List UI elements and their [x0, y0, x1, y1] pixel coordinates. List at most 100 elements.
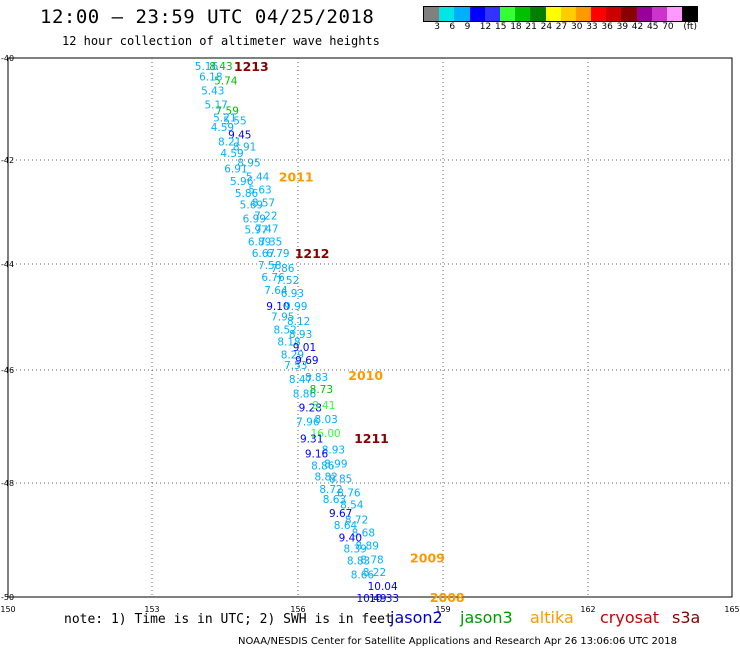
track-label: 2008: [430, 590, 465, 605]
scale-label: 12: [479, 22, 492, 32]
scale-label: 27: [555, 22, 568, 32]
scale-label: 21: [525, 22, 537, 32]
wave-height-value: 8.47: [289, 374, 312, 386]
scale-label: 18: [510, 22, 522, 32]
wave-height-value: 8.54: [340, 499, 364, 511]
wave-height-value: 7.86: [271, 263, 295, 275]
wave-height-value: 6.93: [281, 288, 304, 300]
wave-height-value: 5.55: [223, 116, 246, 128]
x-tick-label: 159: [435, 605, 450, 614]
wave-height-value: 9.31: [300, 434, 323, 446]
wave-height-value: 16.00: [311, 428, 341, 440]
wave-height-value: 6.76: [261, 272, 285, 284]
wave-height-value: 5.97: [245, 224, 268, 236]
legend-label: s3a: [672, 608, 701, 627]
wave-height-value: 7.22: [254, 210, 277, 222]
scale-swatch: [499, 7, 516, 21]
track-label: 1212: [295, 246, 330, 261]
wave-height-value: 9.99: [284, 301, 307, 313]
wave-height-value: 8.12: [287, 316, 310, 328]
units-note: note: 1) Time is in UTC; 2) SWH is in fe…: [64, 612, 393, 627]
wave-height-value: 8.66: [351, 569, 375, 581]
scale-swatch: [667, 7, 683, 21]
track-label: 1211: [354, 431, 389, 446]
wave-height-value: 8.22: [363, 567, 386, 579]
wave-height-value: 4.59: [211, 122, 234, 134]
wave-height-value: 8.86: [311, 460, 335, 472]
y-tick-label: -48: [1, 479, 14, 488]
wave-height-value: 5.69: [240, 200, 263, 212]
wave-height-value: 7.58: [258, 260, 281, 272]
wave-height-value: 8.63: [323, 494, 346, 506]
wave-height-value: 8.86: [293, 388, 317, 400]
chart-title: 12:00 — 23:59 UTC 04/25/2018: [40, 6, 375, 28]
wave-height-value: 8.18: [277, 337, 300, 349]
scale-label: 45: [647, 22, 659, 32]
scale-label: 15: [495, 22, 507, 32]
scale-swatch: [636, 7, 652, 21]
x-tick-label: 165: [724, 605, 739, 614]
scale-unit: (ft): [683, 22, 697, 32]
wave-height-value: 7.47: [255, 223, 278, 235]
scale-swatch: [454, 7, 470, 21]
wave-height-value: 5.16: [195, 61, 219, 73]
wave-height-value: 6.18: [199, 71, 222, 83]
legend-label: jason2: [390, 608, 443, 627]
wave-height-value: 5.86: [235, 188, 259, 200]
track-label: 2009: [410, 551, 445, 566]
scale-swatch: [621, 7, 637, 21]
x-tick-label: 156: [290, 605, 305, 614]
scale-swatch: [515, 7, 531, 21]
scale-label: 70: [662, 22, 674, 32]
legend-cryosat: cryosat: [600, 608, 659, 627]
scale-swatch: [682, 7, 698, 21]
wave-height-value: 8.41: [312, 400, 335, 412]
wave-height-value: 7.52: [276, 275, 299, 287]
x-tick-label: 162: [580, 605, 595, 614]
wave-height-value: 8.93: [289, 329, 312, 341]
wave-height-value: 5.74: [214, 76, 238, 88]
wave-height-value: 6.89: [248, 236, 271, 248]
wave-height-value: 8.03: [314, 414, 337, 426]
y-tick-label: -46: [1, 366, 14, 375]
wave-height-value: 7.96: [296, 416, 320, 428]
scale-swatch: [591, 7, 607, 21]
x-tick-label: 150: [0, 605, 15, 614]
wave-height-value: 7.64: [264, 285, 288, 297]
footer-credit: NOAA/NESDIS Center for Satellite Applica…: [238, 636, 677, 647]
wave-height-value: 6.99: [243, 214, 266, 226]
wave-height-value: 9.28: [299, 402, 322, 414]
wave-height-value: 6.79: [266, 248, 289, 260]
legend-label: altika: [530, 608, 574, 627]
track-label: 1213: [234, 59, 269, 74]
wave-height-value: 8.95: [237, 158, 260, 170]
wave-height-value: 10.04: [368, 581, 398, 593]
wave-height-value: 8.78: [360, 554, 383, 566]
scale-swatch: [545, 7, 561, 21]
wave-height-value: 9.01: [293, 342, 316, 354]
wave-height-value: 10.49: [356, 593, 386, 605]
scale-swatch: [530, 7, 546, 21]
legend-altika: altika: [530, 608, 574, 627]
color-scale: [423, 6, 699, 22]
wave-height-value: 8.72: [319, 484, 342, 496]
scale-label: 39: [616, 22, 629, 32]
wave-height-value: 8.82: [314, 471, 337, 483]
scale-label: 33: [586, 22, 598, 32]
scale-swatch: [424, 7, 440, 21]
wave-height-value: 8.68: [352, 527, 375, 539]
scale-swatch: [560, 7, 576, 21]
wave-height-value: 8.99: [324, 458, 347, 470]
wave-height-value: 7.35: [259, 236, 282, 248]
wave-height-value: 8.89: [356, 540, 379, 552]
wave-height-value: 8.39: [343, 543, 366, 555]
wave-height-value: 8.93: [322, 444, 345, 456]
legend-jason2: jason2: [390, 608, 443, 627]
wave-height-value: 5.17: [204, 99, 227, 111]
legend-label: cryosat: [600, 608, 660, 627]
wave-height-value: 7.95: [271, 312, 294, 324]
scale-swatch: [484, 7, 500, 21]
wave-height-value: 8.52: [273, 325, 296, 337]
scale-swatch: [439, 7, 455, 21]
